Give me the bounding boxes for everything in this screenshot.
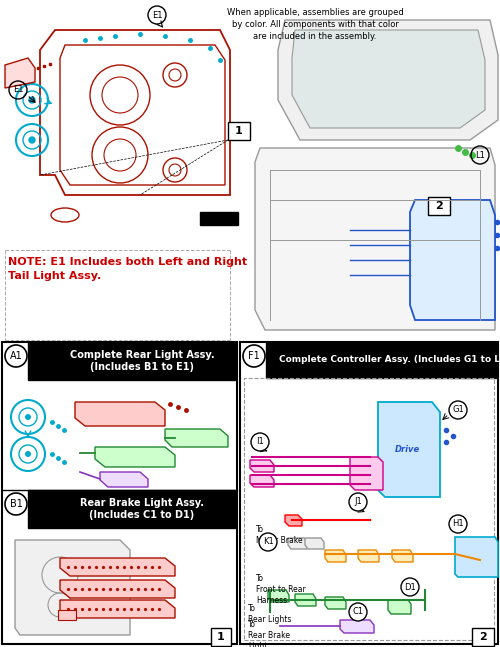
Polygon shape [295, 594, 316, 606]
Polygon shape [100, 472, 148, 487]
Polygon shape [350, 457, 383, 490]
Polygon shape [278, 20, 498, 140]
Bar [266, 342, 496, 378]
Text: To
Rear Lights: To Rear Lights [248, 604, 292, 624]
Bar [244, 378, 494, 640]
Circle shape [29, 137, 35, 143]
Polygon shape [410, 200, 495, 320]
Polygon shape [325, 550, 346, 562]
Text: I1: I1 [256, 437, 264, 446]
Text: Rear Brake Light Assy.
(Includes C1 to D1): Rear Brake Light Assy. (Includes C1 to D… [80, 498, 204, 520]
Polygon shape [60, 580, 175, 598]
Bar [211, 628, 231, 646]
Polygon shape [255, 148, 495, 330]
Bar [28, 342, 235, 380]
Circle shape [25, 451, 31, 457]
Text: To
Motor Brake: To Motor Brake [256, 525, 302, 545]
Text: 1: 1 [217, 632, 225, 642]
Text: E1: E1 [13, 85, 23, 94]
Polygon shape [5, 58, 35, 88]
Circle shape [25, 414, 31, 420]
Polygon shape [60, 600, 175, 618]
Text: F1: F1 [248, 351, 260, 361]
Polygon shape [268, 590, 289, 602]
Text: NOTE: E1 Includes both Left and Right
Tail Light Assy.: NOTE: E1 Includes both Left and Right Ta… [8, 257, 247, 281]
Text: G1: G1 [452, 406, 464, 415]
Text: To
Rear Brake
Light: To Rear Brake Light [248, 620, 290, 647]
Polygon shape [15, 540, 130, 635]
Bar [472, 628, 494, 646]
Polygon shape [325, 597, 346, 609]
Bar [200, 212, 238, 225]
Polygon shape [455, 537, 498, 577]
Polygon shape [285, 515, 302, 526]
Polygon shape [292, 30, 485, 128]
Polygon shape [358, 550, 379, 562]
Circle shape [449, 515, 467, 533]
Text: C1: C1 [352, 608, 364, 617]
Text: When applicable, assemblies are grouped
by color. All components with that color: When applicable, assemblies are grouped … [226, 8, 404, 41]
Bar [28, 490, 235, 528]
Text: To
Front to Rear
Harness: To Front to Rear Harness [256, 574, 306, 605]
Polygon shape [250, 475, 274, 487]
Text: Drive: Drive [394, 444, 419, 454]
Text: 2: 2 [435, 201, 443, 211]
Text: J1: J1 [354, 498, 362, 507]
Polygon shape [305, 538, 324, 549]
Text: E1: E1 [152, 10, 162, 19]
Circle shape [5, 345, 27, 367]
Polygon shape [165, 429, 228, 447]
Circle shape [29, 97, 35, 103]
Polygon shape [392, 550, 413, 562]
Polygon shape [378, 402, 440, 497]
Circle shape [449, 401, 467, 419]
Polygon shape [250, 460, 274, 472]
Circle shape [5, 493, 27, 515]
Text: 1: 1 [235, 126, 243, 136]
Bar [228, 122, 250, 140]
Text: A1: A1 [10, 351, 22, 361]
Circle shape [401, 578, 419, 596]
Text: B1: B1 [10, 499, 22, 509]
Circle shape [259, 533, 277, 551]
Text: Complete Rear Light Assy.
(Includes B1 to E1): Complete Rear Light Assy. (Includes B1 t… [70, 350, 214, 372]
Bar [240, 342, 498, 644]
Polygon shape [60, 558, 175, 576]
Text: L1: L1 [475, 151, 485, 160]
Circle shape [349, 493, 367, 511]
Text: H1: H1 [452, 520, 464, 529]
Bar [428, 197, 450, 215]
Polygon shape [388, 600, 411, 614]
Bar [58, 610, 76, 620]
Text: K1: K1 [262, 538, 274, 547]
Polygon shape [95, 447, 175, 467]
Polygon shape [288, 538, 307, 549]
Circle shape [251, 433, 269, 451]
Text: D1: D1 [404, 582, 416, 591]
Text: 2: 2 [479, 632, 487, 642]
Polygon shape [75, 402, 165, 426]
Polygon shape [340, 620, 374, 633]
Bar [2, 342, 237, 644]
Circle shape [243, 345, 265, 367]
Circle shape [349, 603, 367, 621]
Text: Complete Controller Assy. (Includes G1 to L1): Complete Controller Assy. (Includes G1 t… [280, 355, 500, 364]
